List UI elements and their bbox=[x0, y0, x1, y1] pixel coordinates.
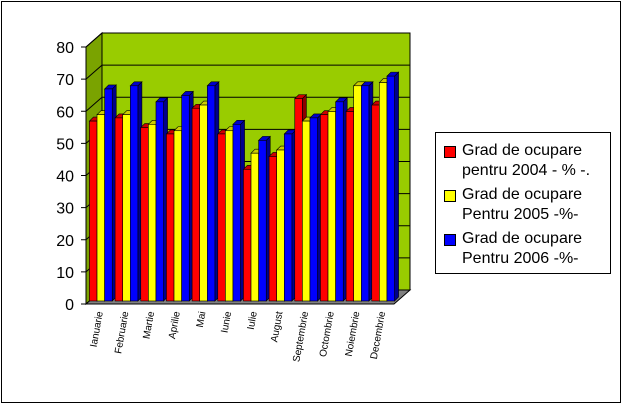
bar bbox=[104, 88, 113, 302]
legend-swatch-2006 bbox=[444, 234, 456, 246]
legend-item-2006: Grad de ocupare Pentru 2006 -%- bbox=[444, 229, 610, 269]
bar bbox=[250, 152, 259, 302]
bar bbox=[353, 85, 362, 302]
x-tick-label: Ianuarie bbox=[89, 310, 106, 348]
bar bbox=[148, 124, 157, 302]
y-tick-label: 70 bbox=[56, 72, 74, 89]
bar bbox=[173, 130, 182, 302]
bar bbox=[155, 101, 164, 302]
gridline bbox=[85, 96, 410, 112]
gridline bbox=[85, 32, 410, 48]
bar bbox=[114, 117, 123, 302]
bar bbox=[96, 114, 105, 302]
x-tick-label: Aprilie bbox=[167, 310, 183, 340]
bar bbox=[268, 156, 278, 302]
bar bbox=[360, 85, 370, 302]
bar bbox=[379, 82, 388, 302]
x-tick-label: Septembrie bbox=[291, 310, 311, 363]
bar bbox=[335, 101, 344, 302]
y-tick-label: 60 bbox=[56, 104, 74, 121]
bar-side bbox=[394, 71, 399, 302]
bar bbox=[320, 114, 329, 302]
bar bbox=[191, 107, 201, 302]
x-tick-label: Iunie bbox=[220, 310, 235, 334]
bar bbox=[309, 117, 318, 302]
bar bbox=[207, 85, 216, 302]
bar bbox=[243, 168, 252, 302]
legend-label-2006: Grad de ocupare Pentru 2006 -%- bbox=[462, 230, 583, 267]
bar bbox=[89, 120, 98, 302]
legend-item-2005: Grad de ocupare Pentru 2005 -%- bbox=[444, 185, 610, 225]
y-tick-label: 20 bbox=[56, 233, 74, 250]
x-tick-label: Mai bbox=[195, 311, 209, 329]
legend-swatch-2005 bbox=[444, 190, 456, 202]
bar bbox=[166, 133, 175, 302]
bar bbox=[276, 149, 285, 302]
x-tick-label: Martie bbox=[141, 310, 157, 340]
x-tick-label: Noiembrie bbox=[344, 310, 363, 357]
y-tick-label: 10 bbox=[56, 265, 74, 282]
bar bbox=[302, 120, 311, 302]
bar bbox=[283, 133, 293, 302]
y-tick-label: 50 bbox=[56, 136, 74, 153]
bar bbox=[371, 104, 380, 302]
bar bbox=[140, 127, 149, 302]
bar bbox=[225, 130, 234, 302]
x-tick-label: Februarie bbox=[113, 310, 131, 354]
x-tick-label: August bbox=[269, 310, 285, 343]
bar bbox=[181, 95, 190, 302]
y-tick-label: 40 bbox=[56, 169, 74, 186]
bar bbox=[386, 75, 395, 302]
y-tick-label: 80 bbox=[56, 40, 74, 57]
legend-item-2004: Grad de ocupare pentru 2004 - % -. bbox=[444, 141, 610, 181]
bar bbox=[232, 124, 241, 302]
x-tick-label: Iulie bbox=[246, 310, 260, 330]
bar bbox=[327, 111, 336, 302]
bar bbox=[258, 140, 267, 302]
legend: Grad de ocupare pentru 2004 - % -. Grad … bbox=[435, 132, 611, 274]
x-tick-label: Octombrie bbox=[318, 310, 337, 358]
legend-label-2004: Grad de ocupare pentru 2004 - % -. bbox=[462, 142, 591, 179]
y-tick-label: 0 bbox=[65, 297, 74, 314]
bar bbox=[130, 85, 139, 302]
y-tick-label: 30 bbox=[56, 201, 74, 218]
bar bbox=[345, 111, 355, 302]
legend-swatch-2004 bbox=[444, 146, 456, 158]
bar bbox=[217, 133, 226, 302]
gridline bbox=[85, 64, 410, 80]
x-tick-label: Decembrie bbox=[369, 310, 388, 360]
bar bbox=[199, 104, 208, 302]
bar bbox=[294, 98, 303, 302]
bar bbox=[122, 114, 131, 302]
legend-label-2005: Grad de ocupare Pentru 2005 -%- bbox=[462, 186, 583, 223]
